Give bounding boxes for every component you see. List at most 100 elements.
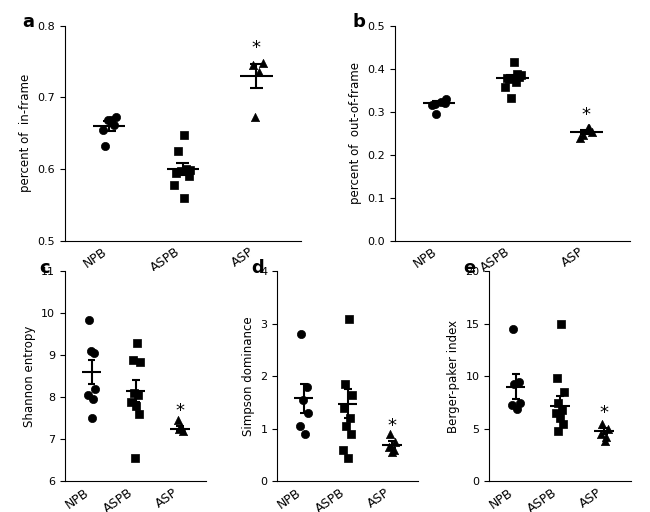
Point [83,391,93,399]
Point [507,400,517,409]
Point [427,101,437,109]
Point [100,142,110,150]
Point [133,391,144,399]
Point [185,166,196,175]
Point [250,113,260,121]
Point [171,168,181,177]
Point [129,389,139,397]
Point [98,125,109,134]
Point [552,398,563,407]
Point [514,377,524,386]
Point [169,181,179,189]
Point [172,147,183,155]
Point [339,403,350,412]
Point [129,454,140,462]
Point [502,74,512,82]
Point [126,397,136,406]
Text: b: b [352,13,365,31]
Text: a: a [23,13,34,31]
Y-axis label: Simpson dominance: Simpson dominance [242,316,255,436]
Point [341,422,352,430]
Point [551,374,562,382]
Text: *: * [387,417,396,435]
Point [431,110,441,118]
Point [103,116,113,124]
Point [248,61,258,69]
Point [296,330,307,338]
Text: *: * [599,403,608,422]
Point [587,127,597,136]
Y-axis label: percent of  out-of-frame: percent of out-of-frame [349,62,362,204]
Point [557,406,567,414]
Point [584,124,595,132]
Point [430,100,440,108]
Y-axis label: Berger-paker index: Berger-paker index [447,320,460,433]
Point [295,422,306,430]
Text: *: * [252,39,261,57]
Point [559,388,569,396]
Point [88,395,98,403]
Point [174,425,184,433]
Point [177,427,188,435]
Point [302,383,312,391]
Point [300,430,310,438]
Point [109,120,120,129]
Point [508,325,519,333]
Point [340,380,350,388]
Point [551,409,561,417]
Point [385,430,395,438]
Point [512,405,522,413]
Point [85,347,96,355]
Point [509,58,519,66]
Point [582,123,593,132]
Point [390,438,400,446]
Point [515,71,526,79]
Point [441,95,452,103]
Point [173,416,183,424]
Point [384,443,395,451]
Point [577,131,588,139]
Point [134,410,144,418]
Point [595,430,606,438]
Y-axis label: percent of  in-frame: percent of in-frame [19,74,32,192]
Point [183,172,194,180]
Point [127,355,138,364]
Text: *: * [582,105,591,124]
Point [343,454,354,462]
Point [600,437,610,445]
Point [90,385,100,393]
Point [258,59,268,67]
Point [556,319,566,328]
Point [389,445,399,454]
Point [88,349,99,357]
Point [343,314,354,323]
Point [509,379,519,388]
Point [132,338,142,347]
Point [338,445,348,454]
Point [179,131,190,139]
Point [347,391,358,399]
Point [575,134,585,142]
Point [514,398,525,407]
Point [298,396,308,404]
Point [106,115,116,123]
Point [178,194,188,202]
Point [555,414,566,422]
Point [302,409,313,417]
Point [500,82,510,91]
Point [558,419,569,428]
Text: e: e [463,259,476,277]
Point [512,70,523,78]
Point [504,75,514,83]
Point [176,422,187,431]
Text: d: d [252,259,265,277]
Point [86,414,97,422]
Point [603,425,613,433]
Y-axis label: Shannon entropy: Shannon entropy [23,326,36,427]
Point [597,419,607,428]
Point [601,433,612,441]
Point [181,165,192,173]
Point [254,68,264,76]
Point [135,357,145,366]
Point [344,414,355,422]
